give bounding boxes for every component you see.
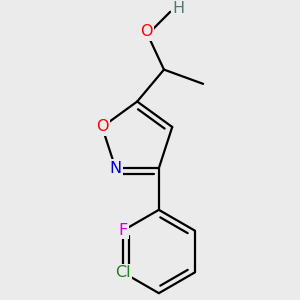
Text: H: H	[172, 1, 184, 16]
Text: Cl: Cl	[115, 265, 130, 280]
Text: F: F	[118, 223, 128, 238]
Text: O: O	[96, 119, 108, 134]
Text: N: N	[110, 161, 122, 176]
Text: O: O	[140, 24, 153, 39]
